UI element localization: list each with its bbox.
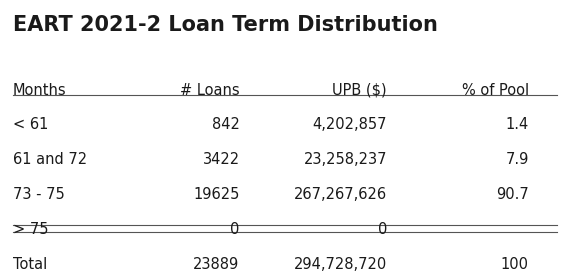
Text: 7.9: 7.9 [506,152,529,167]
Text: 1.4: 1.4 [506,117,529,132]
Text: 90.7: 90.7 [496,187,529,202]
Text: < 61: < 61 [13,117,48,132]
Text: 4,202,857: 4,202,857 [312,117,387,132]
Text: 100: 100 [501,257,529,273]
Text: 267,267,626: 267,267,626 [294,187,387,202]
Text: 23,258,237: 23,258,237 [304,152,387,167]
Text: 842: 842 [211,117,239,132]
Text: 19625: 19625 [193,187,239,202]
Text: 61 and 72: 61 and 72 [13,152,87,167]
Text: % of Pool: % of Pool [462,83,529,98]
Text: 0: 0 [230,222,239,237]
Text: Total: Total [13,257,47,273]
Text: 0: 0 [378,222,387,237]
Text: 294,728,720: 294,728,720 [294,257,387,273]
Text: > 75: > 75 [13,222,48,237]
Text: Months: Months [13,83,66,98]
Text: 23889: 23889 [193,257,239,273]
Text: UPB ($): UPB ($) [332,83,387,98]
Text: 73 - 75: 73 - 75 [13,187,64,202]
Text: 3422: 3422 [202,152,239,167]
Text: # Loans: # Loans [180,83,239,98]
Text: EART 2021-2 Loan Term Distribution: EART 2021-2 Loan Term Distribution [13,15,438,35]
